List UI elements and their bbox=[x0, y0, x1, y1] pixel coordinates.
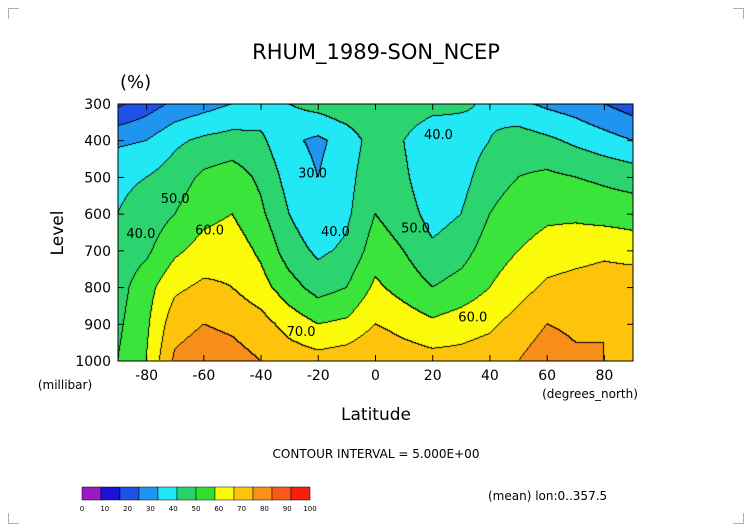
colorbar-swatch bbox=[252, 486, 273, 501]
colorbar-swatch bbox=[271, 486, 292, 501]
contour-value-label: 60.0 bbox=[195, 223, 224, 238]
colorbar-tick-label: 0 bbox=[80, 505, 84, 513]
colorbar-swatch bbox=[100, 486, 121, 501]
y-tick-label: 700 bbox=[84, 244, 111, 260]
colorbar-swatch bbox=[214, 486, 235, 501]
contour-value-label: 60.0 bbox=[458, 311, 487, 326]
colorbar: 0 10 20 30 40 50 60 70 80 90 100 bbox=[80, 486, 317, 513]
x-unit-label: (degrees_north) bbox=[542, 387, 638, 401]
x-tick-label: 60 bbox=[538, 368, 556, 384]
x-tick-label: -40 bbox=[250, 368, 273, 384]
contour-value-label: 40.0 bbox=[126, 227, 155, 242]
colorbar-tick-label: 50 bbox=[192, 505, 201, 513]
colorbar-swatch bbox=[119, 486, 140, 501]
x-tick-label: 0 bbox=[371, 368, 380, 384]
axes: -80 -60 -40 -20 0 20 40 60 80 300 400 500 600 700 800 9… bbox=[75, 97, 634, 384]
colorbar-tick-label: 40 bbox=[169, 505, 178, 513]
mean-note: (mean) lon:0..357.5 bbox=[488, 489, 607, 503]
colorbar-tick-label: 90 bbox=[283, 505, 292, 513]
y-tick-label: 500 bbox=[84, 170, 111, 186]
contour-value-label: 40.0 bbox=[321, 225, 350, 240]
colorbar-swatch bbox=[195, 486, 216, 501]
colorbar-swatch bbox=[81, 486, 102, 501]
colorbar-tick-label: 10 bbox=[100, 505, 109, 513]
colorbar-swatch bbox=[233, 486, 254, 501]
colorbar-tick-label: 70 bbox=[237, 505, 246, 513]
contour-value-label: 50.0 bbox=[401, 222, 430, 237]
colorbar-swatch bbox=[176, 486, 197, 501]
x-tick-label: -80 bbox=[135, 368, 158, 384]
y-tick-label: 300 bbox=[84, 97, 111, 113]
colorbar-tick-label: 100 bbox=[303, 505, 316, 513]
corner-mark-bottom-right bbox=[733, 513, 744, 524]
contour-field: 30.0 40.0 40.0 50.0 60.0 40.0 50.0 60.0 70.0 bbox=[118, 104, 633, 361]
x-tick-label: 40 bbox=[481, 368, 499, 384]
colorbar-swatch bbox=[290, 486, 311, 501]
contour-value-label: 40.0 bbox=[424, 128, 453, 143]
units-label: (%) bbox=[120, 72, 151, 93]
corner-mark-top-left bbox=[8, 8, 19, 19]
corner-mark-bottom-left bbox=[8, 513, 19, 524]
contour-fill bbox=[118, 104, 633, 361]
contour-value-label: 70.0 bbox=[287, 325, 316, 340]
contour-value-label: 50.0 bbox=[161, 192, 190, 207]
colorbar-swatch bbox=[138, 486, 159, 501]
colorbar-tick-label: 60 bbox=[214, 505, 223, 513]
chart-title: RHUM_1989-SON_NCEP bbox=[252, 40, 500, 65]
y-tick-label: 800 bbox=[84, 281, 111, 297]
y-tick-label: 400 bbox=[84, 134, 111, 150]
colorbar-tick-label: 30 bbox=[146, 505, 155, 513]
x-tick-label: -20 bbox=[307, 368, 330, 384]
y-tick-label: 600 bbox=[84, 207, 111, 223]
x-tick-label: 80 bbox=[595, 368, 613, 384]
y-tick-label: 900 bbox=[84, 317, 111, 333]
x-axis-title: Latitude bbox=[341, 405, 411, 425]
y-axis-title: Level bbox=[48, 211, 68, 256]
x-tick-label: 20 bbox=[424, 368, 442, 384]
contour-interval-note: CONTOUR INTERVAL = 5.000E+00 bbox=[273, 447, 480, 461]
y-tick-label: 1000 bbox=[75, 354, 111, 370]
colorbar-tick-label: 80 bbox=[260, 505, 269, 513]
y-unit-label: (millibar) bbox=[38, 378, 92, 392]
contour-value-label: 30.0 bbox=[298, 166, 327, 181]
colorbar-swatch bbox=[157, 486, 178, 501]
colorbar-tick-label: 20 bbox=[123, 505, 132, 513]
corner-mark-top-right bbox=[733, 8, 744, 19]
x-tick-label: -60 bbox=[192, 368, 215, 384]
